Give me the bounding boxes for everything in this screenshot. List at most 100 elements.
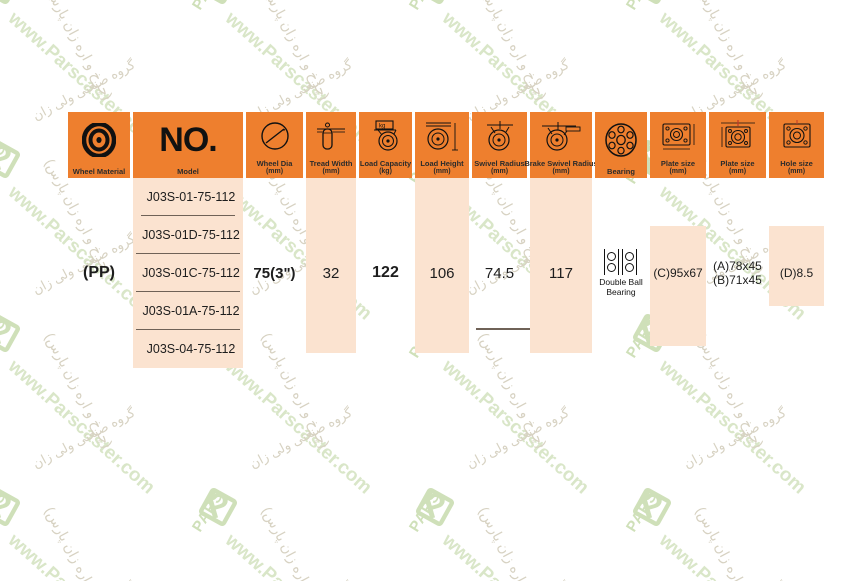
value-bearing-line1: Double Ball — [599, 277, 643, 287]
value-brake-swivel-radius: 117 — [549, 264, 573, 282]
watermark-persian-top: (چرخ و اره زان پارس) — [475, 0, 551, 103]
load-height-icon — [415, 112, 469, 159]
header-load-height: Load Height (mm) — [415, 112, 469, 178]
header-label-wheel-material: Wheel Material — [72, 167, 126, 176]
watermark-persian-top: (چرخ و اره زان پارس) — [475, 504, 551, 581]
watermark-persian-top: (چرخ و اره زان پارس) — [258, 0, 334, 103]
watermark-persian-top: (چرخ و اره زان پارس) — [692, 0, 768, 103]
pars-logo-icon: P — [409, 0, 461, 11]
watermark-brand: PARS — [0, 314, 11, 362]
cell-plate-size-c: (C)95x67 — [650, 178, 706, 368]
header-plate-size-c: Plate size (mm) — [650, 112, 706, 178]
header-unit-brake-swivel-radius: (mm) — [552, 168, 570, 175]
column-shade — [769, 226, 824, 306]
list-item[interactable]: J03S-01-75-112 — [140, 178, 236, 216]
header-plate-size-ab: Plate size (mm) — [709, 112, 766, 178]
header-unit-plate-size-ab: (mm) — [728, 168, 747, 175]
watermark-url: www.Parscaster.com — [654, 356, 810, 499]
watermark-persian-bottom: گروه صنعتی ولی زان — [30, 404, 138, 472]
list-item[interactable]: J03S-01D-75-112 — [136, 216, 240, 254]
value-hole-size: (D)8.5 — [779, 266, 814, 280]
header-brake-swivel-radius: Brake Swivel Radius (mm) — [524, 112, 598, 178]
watermark-brand: PARS — [189, 0, 227, 13]
pars-logo-icon: P — [0, 481, 27, 533]
watermark-url: www.Parscaster.com — [437, 530, 593, 581]
header-label-wheel-dia: Wheel Dia — [256, 159, 293, 168]
list-item[interactable]: J03S-04-75-112 — [146, 342, 236, 356]
column-shade — [306, 178, 356, 353]
bearing-icon — [595, 112, 647, 167]
hole-size-icon — [769, 112, 824, 159]
header-tread-width: Tread Width (mm) — [306, 112, 356, 178]
no-text-icon: NO. — [159, 120, 217, 159]
watermark-brand: PARS — [623, 488, 662, 536]
watermark-url: www.Parscaster.com — [3, 530, 159, 581]
cell-model-list: J03S-01-75-112 J03S-01D-75-112 J03S-01C-… — [133, 178, 243, 368]
watermark-url: www.Parscaster.com — [3, 356, 159, 499]
load-capacity-icon: kg — [359, 112, 412, 159]
pars-logo-icon: P — [192, 481, 244, 533]
header-label-load-height: Load Height — [420, 159, 464, 168]
wheel-diameter-icon — [246, 112, 303, 159]
value-wheel-material: (PP) — [83, 264, 115, 281]
pars-logo-icon: P — [192, 0, 244, 11]
brake-swivel-icon — [530, 112, 592, 159]
header-label-model: Model — [177, 167, 199, 176]
header-label-plate-size-ab: Plate size — [720, 159, 755, 168]
watermark-brand: PARS — [0, 0, 10, 13]
header-label-plate-size-c: Plate size — [660, 159, 696, 168]
header-wheel-material: Wheel Material — [68, 112, 130, 178]
value-wheel-dia: 75(3") — [253, 264, 296, 282]
tread-width-icon — [306, 112, 356, 159]
pars-logo-icon: P — [0, 133, 27, 185]
header-label-brake-swivel-radius: Brake Swivel Radius — [524, 159, 598, 168]
swivel-radius-icon — [472, 112, 527, 159]
value-plate-size-b: (B)71x45 — [713, 273, 762, 287]
value-bearing-line2: Bearing — [606, 287, 636, 297]
value-load-height: 106 — [429, 264, 455, 282]
table-body-row: (PP) J03S-01-75-112 J03S-01D-75-112 J03S… — [68, 178, 824, 368]
caster-spec-table: Wheel Material NO. Model Wheel Dia (mm) — [68, 112, 824, 368]
header-label-bearing: Bearing — [607, 167, 635, 176]
header-unit-plate-size-c: (mm) — [669, 168, 687, 175]
header-unit-wheel-dia: (mm) — [265, 168, 284, 175]
header-unit-load-height: (mm) — [433, 168, 451, 175]
value-load-capacity: 122 — [372, 264, 399, 281]
watermark-persian-bottom: گروه صنعتی ولی زان — [464, 404, 572, 472]
column-shade — [650, 226, 706, 346]
header-label-load-capacity: Load Capacity — [359, 159, 412, 168]
value-swivel-radius: 74.5 — [484, 264, 515, 282]
watermark-persian-bottom: گروه صنعتی ولی زان — [681, 404, 789, 472]
watermark-url: www.Parscaster.com — [654, 530, 810, 581]
header-unit-swivel-radius: (mm) — [490, 168, 509, 175]
header-unit-tread-width: (mm) — [322, 168, 340, 175]
cell-swivel-radius: 74.5 — [472, 178, 579, 368]
cell-wheel-dia: 75(3") — [246, 178, 303, 368]
pars-logo-icon: P — [409, 481, 461, 533]
table-header-row: Wheel Material NO. Model Wheel Dia (mm) — [68, 112, 824, 178]
pars-logo-icon: P — [626, 481, 678, 533]
watermark-persian-top: (چرخ و اره زان پارس) — [41, 504, 117, 581]
list-item[interactable]: J03S-01A-75-112 — [136, 292, 240, 330]
target-wheel-icon — [68, 112, 130, 167]
pars-logo-icon: P — [0, 0, 27, 11]
cell-load-capacity: 122 — [359, 178, 412, 368]
header-swivel-radius: Swivel Radius (mm) — [472, 112, 527, 178]
header-label-tread-width: Tread Width — [309, 159, 353, 168]
header-label-hole-size: Hole size — [780, 159, 813, 168]
cell-tread-width: 32 — [306, 178, 356, 368]
double-ball-bearing-icon — [604, 249, 638, 275]
header-label-swivel-radius: Swivel Radius — [474, 159, 525, 168]
plate-size-icon — [650, 112, 706, 159]
cell-wheel-material: (PP) — [68, 178, 130, 368]
watermark-persian-top: (چرخ و اره زان پارس) — [41, 0, 117, 103]
list-item[interactable]: J03S-01C-75-112 — [136, 254, 240, 292]
value-plate-size-c: (C)95x67 — [653, 266, 703, 280]
watermark-brand: PARS — [406, 0, 444, 13]
watermark-url: www.Parscaster.com — [220, 356, 376, 499]
column-shade — [415, 178, 469, 353]
cell-bearing: Double Ball Bearing — [595, 178, 647, 368]
